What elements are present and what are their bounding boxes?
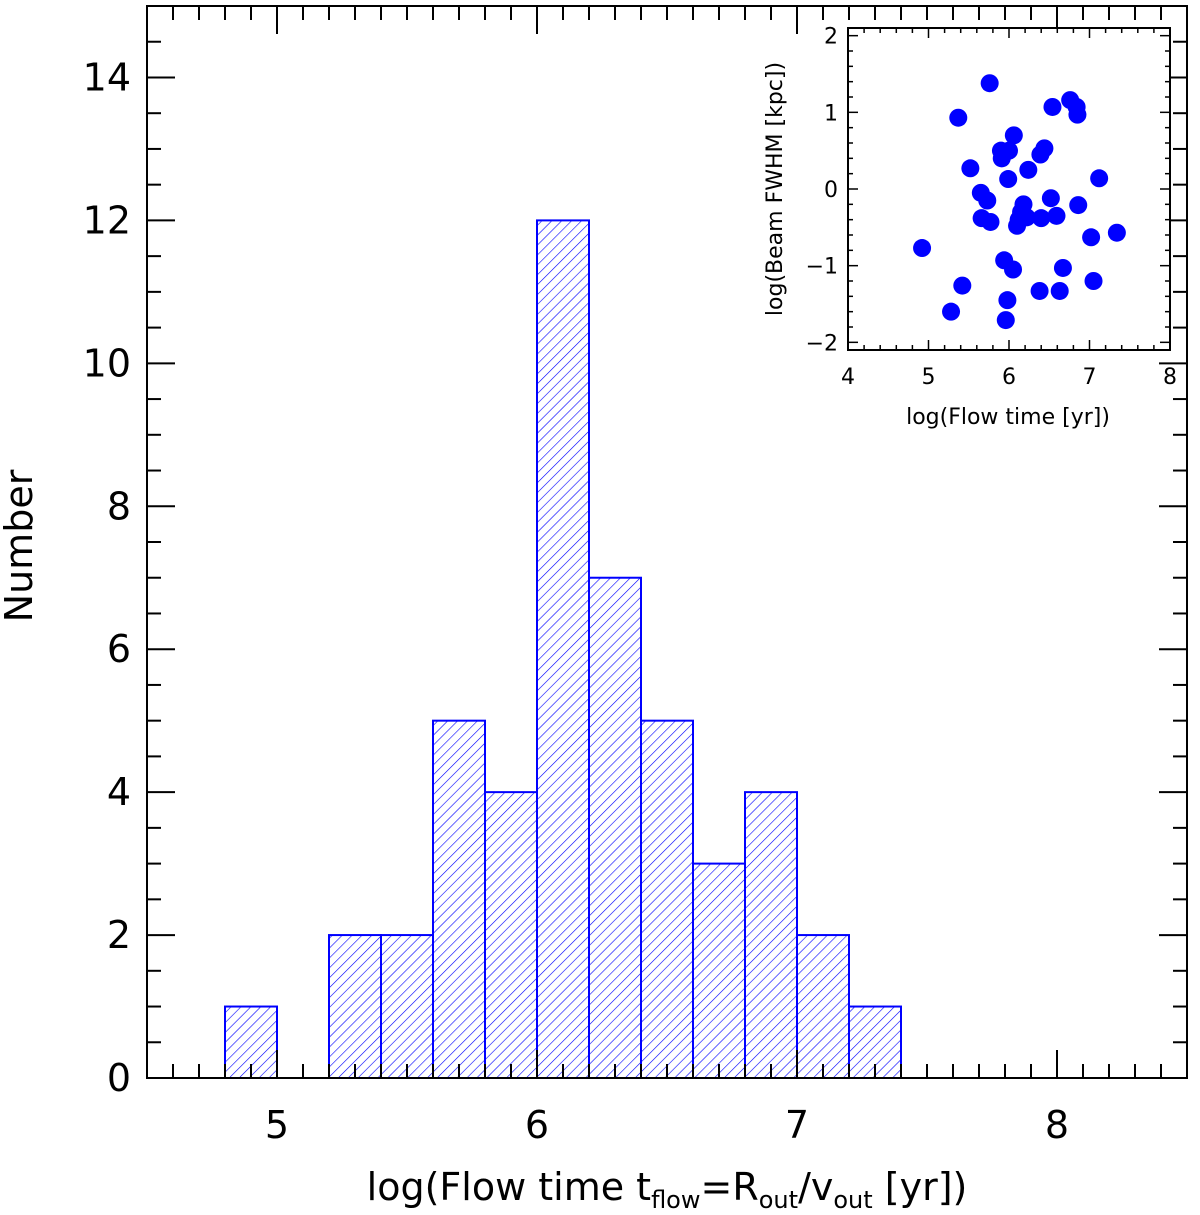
x-axis-label: log(Flow time tflow=Rout/vout [yr]): [367, 1165, 968, 1214]
scatter-point: [1068, 105, 1087, 124]
y-axis-label: Number: [0, 469, 41, 622]
x-tick-label: 7: [785, 1103, 809, 1147]
y-tick-label: 6: [107, 627, 131, 671]
scatter-point: [942, 302, 961, 321]
scatter-point: [1050, 281, 1069, 300]
histogram-bar: [328, 934, 382, 1079]
inset-x-axis-label: log(Flow time [yr]): [906, 405, 1110, 430]
inset-y-tick-label: 1: [824, 101, 838, 126]
histogram-bar: [484, 791, 538, 1080]
scatter-point: [961, 159, 980, 178]
scatter-point: [999, 170, 1018, 189]
inset-ticks: [847, 28, 1171, 350]
y-tick-label: 8: [107, 484, 131, 528]
y-tick-label: 4: [107, 770, 131, 814]
scatter-point: [1004, 126, 1023, 145]
y-tick-label: 10: [83, 341, 131, 385]
histogram-bar: [744, 791, 798, 1080]
inset-x-tick-label: 6: [1002, 365, 1016, 390]
scatter-point: [1053, 258, 1072, 277]
histogram-bar: [380, 934, 434, 1079]
scatter-point: [1004, 260, 1023, 279]
scatter-point: [1000, 141, 1018, 160]
scatter-point: [1017, 208, 1036, 227]
scatter-point: [1069, 196, 1088, 215]
scatter-point: [953, 276, 972, 295]
inset-y-tick-label: −1: [806, 255, 838, 280]
y-tick-label: 14: [83, 55, 131, 99]
inset-tick-labels: 4 5 6 7 8 −2 −1 0 1 2: [806, 25, 1177, 390]
scatter-point: [1082, 228, 1101, 247]
scatter-point: [1047, 206, 1066, 225]
scatter-point: [998, 291, 1017, 310]
histogram-bar: [640, 719, 694, 1080]
inset-y-tick-label: −2: [806, 331, 838, 356]
inset-x-tick-label: 5: [922, 365, 936, 390]
histogram-bar: [432, 719, 486, 1080]
scatter-point: [1107, 223, 1126, 242]
scatter-point: [996, 311, 1015, 330]
scatter-point: [1035, 139, 1054, 158]
x-tick-label: 6: [525, 1103, 549, 1147]
inset-x-tick-label: 8: [1163, 365, 1177, 390]
histogram-ticks: [146, 5, 1188, 1079]
y-tick-label: 12: [83, 198, 131, 242]
inset-x-tick-label: 4: [841, 365, 855, 390]
histogram-bar: [692, 862, 746, 1079]
scatter-point: [1019, 160, 1038, 179]
histogram-bar: [796, 934, 850, 1079]
scatter-point: [1030, 281, 1049, 300]
inset-y-tick-label: 2: [824, 25, 838, 50]
scatter-point: [978, 191, 997, 210]
histogram-bars: [203, 219, 927, 1080]
inset-y-axis-label: log(Beam FWHM [kpc]): [763, 62, 788, 316]
inset-points: [913, 74, 1126, 330]
histogram-bar: [536, 219, 590, 1079]
scatter-point: [981, 212, 1000, 231]
inset-x-tick-label: 7: [1083, 365, 1097, 390]
x-tick-label: 8: [1045, 1103, 1069, 1147]
scatter-point: [1084, 272, 1103, 290]
x-tick-label: 5: [265, 1103, 289, 1147]
inset-scatter-plot: 4 5 6 7 8 −2 −1 0 1 2 log(Flow time [yr]) log(Bea…: [763, 25, 1177, 430]
scatter-point: [949, 108, 968, 127]
scatter-point: [1090, 169, 1109, 188]
scatter-point: [980, 74, 999, 93]
y-tick-label: 2: [107, 913, 131, 957]
histogram-bar: [588, 576, 642, 1079]
scatter-point: [1041, 189, 1060, 208]
scatter-point: [913, 239, 932, 258]
scatter-point: [1043, 97, 1062, 116]
inset-y-tick-label: 0: [824, 178, 838, 203]
y-tick-label: 0: [107, 1056, 131, 1100]
scatter-point: [1032, 209, 1051, 228]
